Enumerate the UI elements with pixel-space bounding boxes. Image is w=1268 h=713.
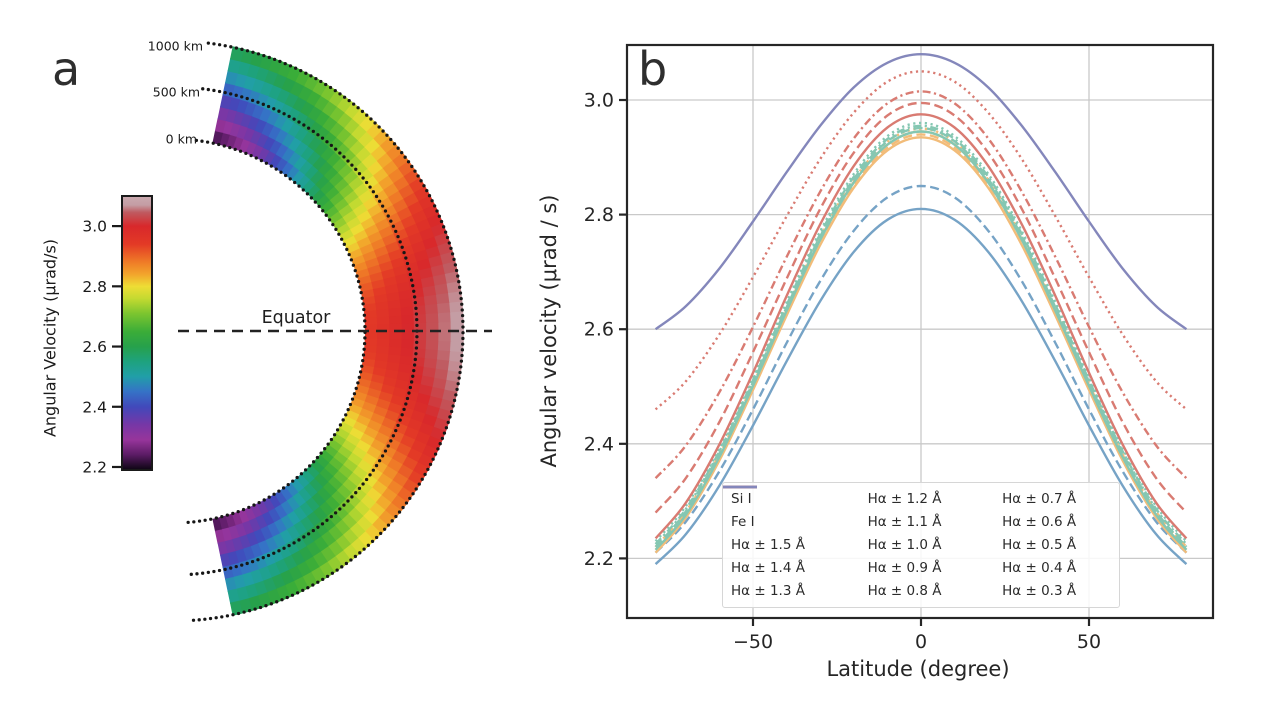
series-line-H-0.7- bbox=[654, 113, 1188, 540]
legend-item: Hα ± 0.4 Å bbox=[723, 485, 1111, 580]
series-line-H-0.9- bbox=[654, 124, 1188, 545]
legend-label: Hα ± 1.5 Å bbox=[731, 537, 805, 553]
legend-item: Hα ± 0.3 Å bbox=[723, 485, 1111, 603]
series-line-H-0.3- bbox=[654, 52, 1188, 331]
x-tick-label: 50 bbox=[1077, 631, 1101, 653]
y-tick-label: 2.4 bbox=[584, 433, 614, 455]
legend-label: Hα ± 1.4 Å bbox=[731, 560, 805, 577]
legend: Si I Fe I Hα ± 1.5 Å Hα ± 1.4 Å Hα ± 1.3 Å Hα… bbox=[722, 482, 1120, 608]
legend-item: Hα ± 0.9 Å bbox=[723, 485, 1003, 580]
legend-swatch-solid bbox=[723, 485, 757, 489]
spectral-line-curves bbox=[654, 52, 1188, 565]
x-axis-label: Latitude (degree) bbox=[826, 657, 1010, 681]
legend-label: Hα ± 1.2 Å bbox=[867, 490, 942, 507]
legend-item: Hα ± 0.7 Å bbox=[723, 485, 1111, 510]
legend-label: Fe I bbox=[731, 513, 755, 530]
legend-label: Si I bbox=[731, 490, 752, 507]
legend-item: Hα ± 1.0 Å bbox=[723, 485, 1003, 556]
panel-b-letter: b bbox=[638, 42, 668, 96]
legend-label: Hα ± 0.7 Å bbox=[1002, 490, 1077, 507]
colorbar-tick-label: 2.8 bbox=[82, 278, 107, 296]
colorbar-tick-label: 2.4 bbox=[82, 398, 107, 416]
equator-label: Equator bbox=[261, 308, 331, 328]
colorbar-tick-label: 2.2 bbox=[82, 458, 107, 476]
legend-item: Hα ± 1.3 Å bbox=[723, 485, 868, 603]
legend-label: Hα ± 1.3 Å bbox=[731, 583, 805, 600]
legend-item: Hα ± 1.4 Å bbox=[723, 485, 868, 580]
legend-label: Hα ± 0.8 Å bbox=[867, 583, 942, 600]
panel-a-letter: a bbox=[52, 42, 81, 96]
legend-item: Hα ± 0.6 Å bbox=[723, 485, 1111, 533]
legend-item: Hα ± 0.8 Å bbox=[723, 485, 1003, 603]
series-line-Si-I bbox=[654, 207, 1188, 565]
legend-column: Si I Fe I Hα ± 1.5 Å Hα ± 1.4 Å Hα ± 1.3 Å bbox=[723, 485, 868, 603]
x-tick-label: 0 bbox=[915, 631, 927, 653]
colorbar-gradient bbox=[121, 195, 153, 471]
colorbar: 3.0 2.8 2.6 2.4 2.2 bbox=[82, 195, 153, 476]
y-tick-label: 3.0 bbox=[584, 90, 614, 112]
legend-label: Hα ± 1.0 Å bbox=[867, 537, 942, 553]
altitude-label-500km: 500 km bbox=[152, 84, 200, 100]
angular-velocity-wedge-map bbox=[212, 46, 464, 616]
legend-item: Hα ± 0.5 Å bbox=[723, 485, 1111, 556]
series-line-H-0.6- bbox=[654, 101, 1188, 514]
legend-column: Hα ± 0.7 Å Hα ± 0.6 Å Hα ± 0.5 Å Hα ± 0.4 Å… bbox=[723, 485, 1111, 603]
axis-ticks: −50 0 50 3.0 2.8 2.6 2.4 2.2 bbox=[584, 90, 1101, 653]
y-tick-label: 2.6 bbox=[584, 319, 614, 341]
series-line-H-0.8- bbox=[654, 121, 1188, 542]
y-axis-label: Angular velocity (μrad / s) bbox=[537, 194, 561, 468]
legend-label: Hα ± 1.1 Å bbox=[867, 513, 942, 530]
series-line-H-1.1- bbox=[654, 130, 1188, 551]
y-tick-label: 2.8 bbox=[584, 204, 614, 226]
legend-label: Hα ± 0.5 Å bbox=[1002, 537, 1077, 553]
altitude-label-1000km: 1000 km bbox=[147, 38, 203, 54]
y-tick-label: 2.2 bbox=[584, 548, 614, 570]
legend-column: Hα ± 1.2 Å Hα ± 1.1 Å Hα ± 1.0 Å Hα ± 0.9 Å… bbox=[723, 485, 1003, 603]
legend-item: Fe I bbox=[723, 485, 868, 533]
legend-label: Hα ± 0.9 Å bbox=[867, 560, 942, 577]
legend-item: Hα ± 1.5 Å bbox=[723, 485, 868, 556]
series-line-H-0.5- bbox=[654, 90, 1188, 480]
legend-label: Hα ± 0.3 Å bbox=[1002, 583, 1077, 600]
x-tick-label: −50 bbox=[733, 631, 773, 653]
series-line-H-0.4- bbox=[654, 70, 1188, 411]
legend-label: Hα ± 0.4 Å bbox=[1002, 560, 1077, 577]
arc-0km bbox=[181, 138, 367, 525]
legend-item: Hα ± 1.1 Å bbox=[723, 485, 1003, 533]
colorbar-axis-label: Angular Velocity (μrad/s) bbox=[40, 238, 60, 438]
altitude-label-0km: 0 km bbox=[165, 131, 197, 147]
colorbar-tick-label: 3.0 bbox=[82, 218, 107, 236]
legend-label: Hα ± 0.6 Å bbox=[1002, 513, 1077, 530]
series-line-Fe-I bbox=[654, 184, 1188, 554]
legend-item: Hα ± 1.2 Å bbox=[723, 485, 1003, 510]
colorbar-tick-label: 2.6 bbox=[82, 338, 107, 356]
altitude-dotted-arcs bbox=[181, 41, 465, 623]
